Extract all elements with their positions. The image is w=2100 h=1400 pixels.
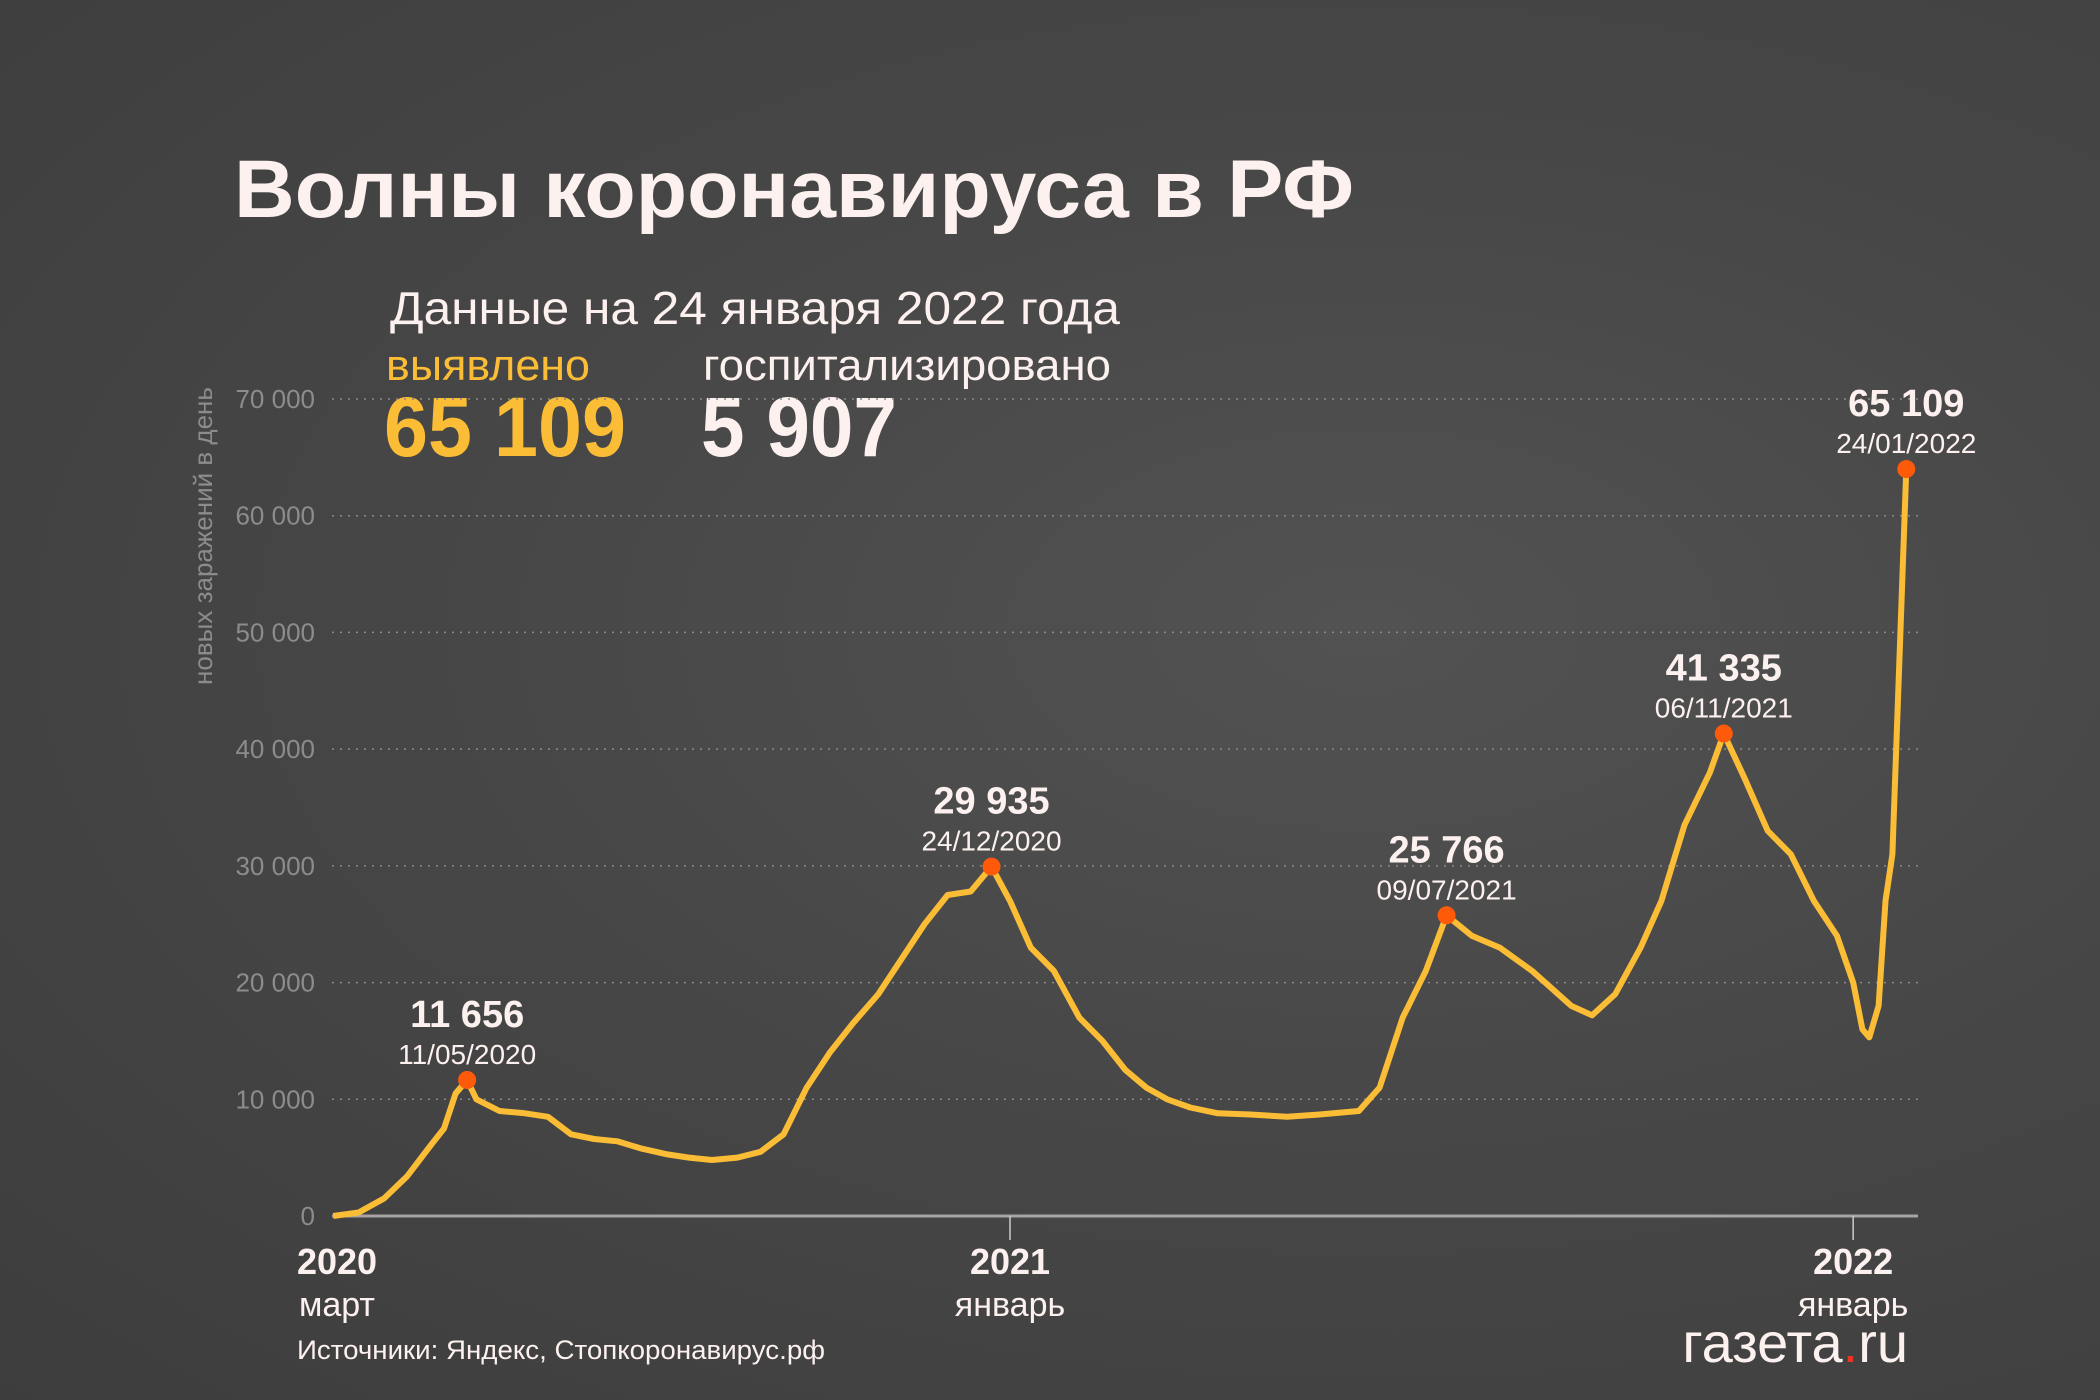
peak-marker <box>1714 724 1733 743</box>
peak-date: 11/05/2020 <box>398 1039 536 1070</box>
peak-value: 29 935 <box>933 781 1049 823</box>
peak-value: 11 656 <box>410 994 524 1036</box>
y-tick-label: 50 000 <box>235 617 315 647</box>
y-tick-label: 20 000 <box>235 968 315 998</box>
x-tick-year: 2022 <box>1813 1241 1893 1282</box>
y-tick-label: 30 000 <box>235 851 315 881</box>
y-tick-label: 10 000 <box>235 1084 315 1114</box>
subtitle: Данные на 24 января 2022 года <box>390 282 1120 334</box>
peak-date: 24/12/2020 <box>921 826 1061 857</box>
x-tick-month: январь <box>1798 1286 1908 1324</box>
y-axis-label: новых заражений в день <box>188 387 218 685</box>
source-text: Источники: Яндекс, Стопкоронавирус.рф <box>297 1335 825 1365</box>
peak-date: 09/07/2021 <box>1377 874 1517 905</box>
detected-value: 65 109 <box>384 380 626 474</box>
x-tick-month: март <box>299 1286 375 1324</box>
x-tick-month: январь <box>955 1286 1065 1324</box>
peak-value: 65 109 <box>1848 383 1964 425</box>
hospitalized-label: госпитализировано <box>703 341 1111 390</box>
page-title: Волны коронавируса в РФ <box>234 144 1354 235</box>
x-tick-year: 2020 <box>297 1241 377 1282</box>
hospitalized-value: 5 907 <box>701 380 897 474</box>
series-line <box>332 468 1910 1219</box>
peak-marker <box>982 857 1001 876</box>
peak-marker <box>1437 906 1456 925</box>
peak-date: 06/11/2021 <box>1655 693 1793 724</box>
peak-value: 25 766 <box>1388 829 1504 871</box>
detected-label: выявлено <box>386 341 590 390</box>
peak-marker <box>458 1070 477 1089</box>
y-tick-label: 60 000 <box>235 501 315 531</box>
peak-value: 41 335 <box>1666 648 1782 690</box>
y-tick-label: 70 000 <box>235 384 315 414</box>
x-tick-year: 2021 <box>970 1241 1050 1282</box>
y-tick-label: 40 000 <box>235 734 315 764</box>
peak-marker <box>1897 460 1916 479</box>
y-tick-label: 0 <box>301 1201 315 1231</box>
gazeta-logo: газета.ru <box>1682 1311 1908 1374</box>
peak-date: 24/01/2022 <box>1836 428 1976 459</box>
